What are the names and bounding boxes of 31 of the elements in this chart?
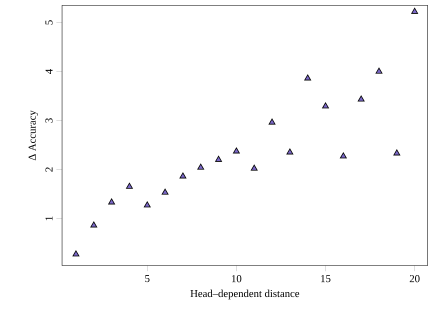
x-axis-title: Head–dependent distance: [190, 290, 300, 300]
point: [215, 156, 222, 162]
point: [144, 201, 151, 208]
point: [286, 148, 294, 154]
point: [232, 147, 240, 154]
point: [162, 188, 168, 195]
x-tick-label: 20: [410, 274, 420, 282]
point: [250, 164, 258, 171]
point: [180, 172, 186, 178]
point: [393, 149, 400, 156]
point: [340, 152, 347, 158]
point: [126, 182, 133, 189]
point: [322, 102, 329, 108]
point: [358, 95, 365, 102]
y-tick-label: 5: [45, 20, 53, 24]
y-tick-label: 3: [45, 118, 53, 123]
point: [197, 164, 204, 170]
x-tick-label: 10: [232, 274, 242, 282]
x-tick-label: 5: [145, 274, 150, 282]
point: [304, 74, 312, 80]
y-tick-label: 2: [45, 167, 53, 172]
y-axis-title: Δ Accuracy: [28, 110, 38, 160]
point: [376, 68, 382, 74]
x-tick-label: 15: [321, 274, 330, 282]
point: [90, 221, 98, 228]
point: [268, 118, 276, 124]
point: [108, 198, 116, 204]
point: [72, 250, 80, 256]
y-tick-label: 4: [46, 68, 53, 74]
y-tick-label: 1: [45, 216, 53, 220]
point: [411, 8, 418, 14]
